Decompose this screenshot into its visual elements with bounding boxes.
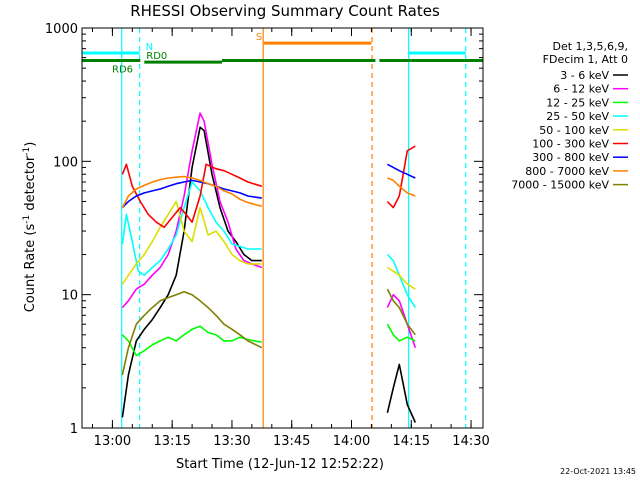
x-axis-label: Start Time (12-Jun-12 12:52:22) <box>176 457 384 472</box>
flag-label-rd0: RD0 <box>146 51 167 62</box>
plot-frame <box>81 27 484 429</box>
flag-label-rd6: RD6 <box>112 65 133 76</box>
y-tick-label-2: 100 <box>53 155 78 170</box>
series-line-0 <box>121 126 417 423</box>
series-line-7 <box>121 175 416 208</box>
legend-label-4: 50 - 100 keV <box>539 124 609 137</box>
series-line-2 <box>121 323 416 357</box>
legend-label-7: 800 - 7000 keV <box>525 165 609 178</box>
legend-label-2: 12 - 25 keV <box>546 96 609 109</box>
legend-label-5: 100 - 300 keV <box>532 138 609 151</box>
legend-label-1: 6 - 12 keV <box>553 83 609 96</box>
y-axis-label-main: Count Rate (s <box>23 224 38 313</box>
y-tick-label-3: 1000 <box>45 22 78 37</box>
legend-label-3: 25 - 50 keV <box>546 110 609 123</box>
legend-label-0: 3 - 6 keV <box>560 69 609 82</box>
legend-label-6: 300 - 800 keV <box>532 151 609 164</box>
x-tick-label-0: 13:00 <box>94 434 131 449</box>
x-tick-label-4: 14:00 <box>333 434 370 449</box>
legend-header-line-2: FDecim 1, Att 0 <box>543 53 628 66</box>
chart-title: RHESSI Observing Summary Count Rates <box>130 2 440 20</box>
y-axis-label-end: ) <box>23 142 38 147</box>
footer-date: 22-Oct-2021 13:45 <box>560 467 636 476</box>
y-tick-label-1: 10 <box>61 289 78 304</box>
x-tick-label-3: 13:45 <box>273 434 310 449</box>
legend: Det 1,3,5,6,9, FDecim 1, Att 0 3 - 6 keV… <box>511 40 628 192</box>
flag-label-n: N <box>146 42 153 53</box>
series-line-5 <box>121 145 416 229</box>
x-tick-label-2: 13:30 <box>213 434 250 449</box>
series-line-1 <box>121 112 417 348</box>
flag-label-s: S <box>256 32 262 43</box>
x-tick-label-6: 14:30 <box>452 434 489 449</box>
series-line-4 <box>121 200 416 290</box>
y-tick-label-0: 1 <box>70 422 78 437</box>
series-line-6 <box>121 163 416 209</box>
y-axis-label: Count Rate (s-1 detector-1) <box>22 142 38 313</box>
legend-label-8: 7000 - 15000 keV <box>511 179 609 192</box>
y-axis-label-mid: detector <box>23 155 38 215</box>
y-axis-label-sup2: -1 <box>22 147 32 156</box>
x-tick-label-1: 13:15 <box>153 434 190 449</box>
y-axis-label-sup1: -1 <box>22 215 32 224</box>
series-line-8 <box>121 288 416 376</box>
legend-header-line-1: Det 1,3,5,6,9, <box>552 40 628 53</box>
x-tick-label-5: 14:15 <box>393 434 430 449</box>
